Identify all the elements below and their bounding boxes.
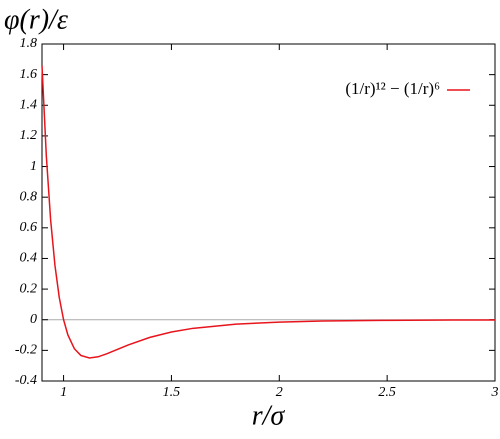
y-tick-label: 1.6: [20, 67, 38, 82]
y-tick-label: 1: [30, 159, 37, 174]
y-tick-label: 1.8: [20, 36, 38, 51]
y-axis-label: φ(r)/ε: [4, 4, 68, 35]
y-tick-label: 1.4: [20, 97, 38, 112]
y-tick-label: 0.2: [20, 281, 38, 296]
data-line: [41, 65, 496, 359]
y-tick-label: -0.2: [15, 343, 37, 358]
y-tick-label: 0.6: [20, 220, 38, 235]
x-tick-label: 3: [491, 385, 499, 400]
legend-label: (1/r)¹² − (1/r)⁶: [345, 79, 440, 98]
x-tick-label: 1.5: [163, 385, 181, 400]
x-axis-label: r/σ: [252, 400, 286, 431]
y-tick-label: 0.8: [20, 189, 38, 204]
plot-frame: [41, 43, 496, 382]
y-tick-label: 1.2: [20, 128, 38, 143]
x-tick-label: 2: [276, 385, 283, 400]
x-tick-label: 1: [60, 385, 67, 400]
x-tick-label: 2.5: [378, 385, 396, 400]
y-tick-label: 0.4: [20, 251, 38, 266]
y-tick-label: -0.4: [15, 373, 37, 388]
y-tick-label: 0: [30, 312, 37, 327]
